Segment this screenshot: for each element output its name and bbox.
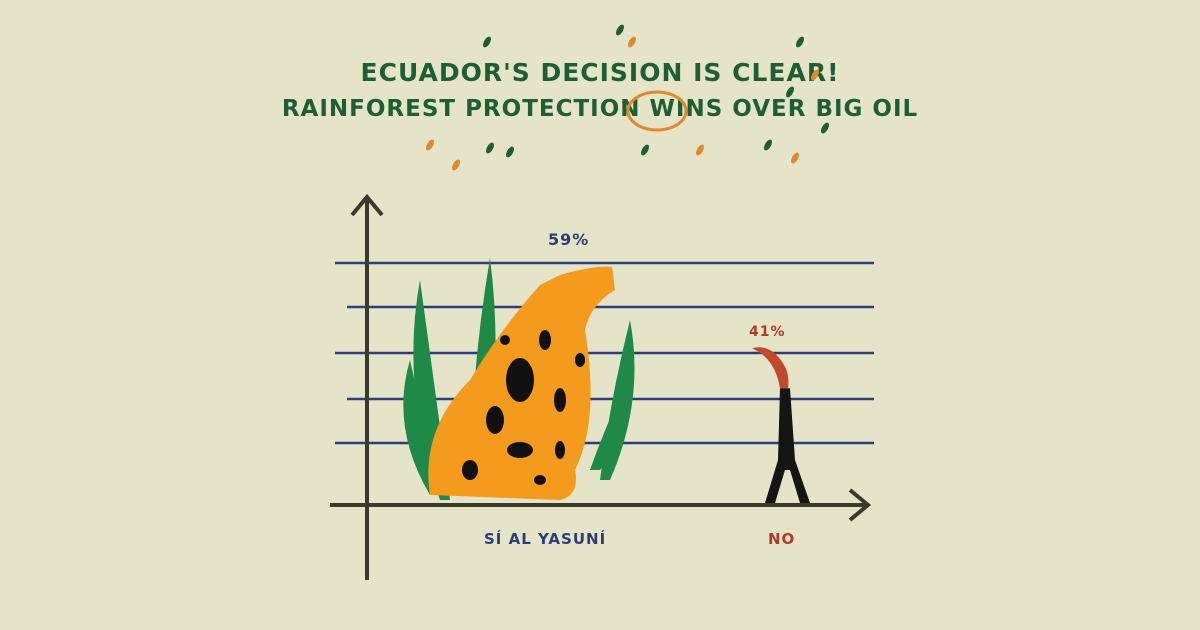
chart-title: ECUADOR'S DECISION IS CLEAR! [360,58,840,87]
confetti-leaf [786,86,794,98]
jaguar-spot [555,441,565,459]
data-label-no: 41% [749,324,786,340]
y-axis-arrow [350,193,384,217]
data-label-yes: 59% [548,230,590,249]
leaf [590,385,630,470]
confetti-leaf [616,24,624,36]
chart-subtitle: RAINFOREST PROTECTION WINS OVER BIG OIL [281,96,919,122]
confetti-leaf [486,142,494,154]
confetti-leaves [426,24,829,171]
wins-highlight-circle [626,90,688,132]
confetti-leaf [426,139,434,151]
jaguar-spot [534,475,546,485]
confetti-leaf [628,36,636,48]
confetti-leaf [796,36,804,48]
derrick [765,388,810,503]
jaguar-spot [575,353,585,367]
confetti-leaf [821,122,829,134]
confetti-leaf [696,144,704,156]
confetti-leaf [506,146,514,158]
jaguar-spot [554,388,566,412]
category-label-yes: SÍ AL YASUNÍ [484,530,607,548]
jaguar-spot [506,358,534,402]
flare-flame [752,347,789,389]
confetti-leaf [764,139,772,151]
confetti-leaf [483,36,491,48]
jaguar-spot [500,335,510,345]
jaguar-spot [486,406,504,434]
confetti-leaf [641,144,649,156]
bar-no-oil-derrick [752,347,810,503]
bar-yes-jaguar [403,258,635,500]
x-axis-arrow [848,488,872,522]
confetti-leaf [452,159,460,171]
confetti-leaf [811,69,819,81]
jaguar-spot [462,460,478,480]
confetti-leaf [791,152,799,164]
jaguar-spot [539,330,551,350]
jaguar-spot [507,442,533,458]
category-label-no: NO [768,530,796,548]
